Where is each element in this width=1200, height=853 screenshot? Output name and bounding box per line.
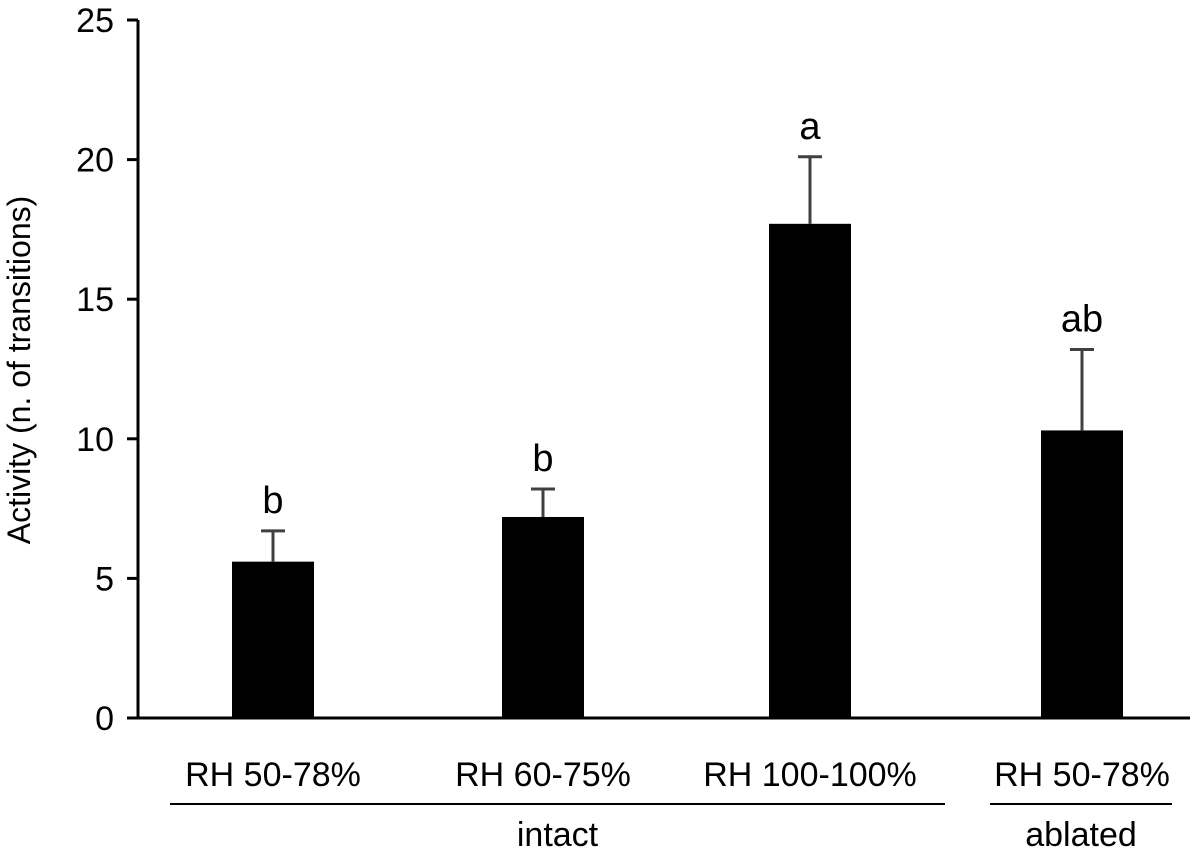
category-label: RH 100-100%: [703, 756, 917, 794]
category-label: RH 50-78%: [185, 756, 361, 794]
bar: [232, 561, 314, 718]
y-tick-label: 0: [95, 700, 114, 738]
significance-label: b: [532, 438, 553, 480]
y-tick-label: 25: [76, 2, 114, 40]
significance-label: b: [262, 480, 283, 522]
group-label: intact: [517, 816, 599, 853]
bar: [769, 223, 851, 719]
y-tick-label: 20: [76, 142, 114, 180]
bar: [502, 516, 584, 718]
y-axis: 0 5 10 15 20 25: [76, 2, 140, 738]
bars: b b a ab: [232, 106, 1123, 719]
significance-label: ab: [1061, 298, 1103, 340]
category-label: RH 50-78%: [994, 756, 1170, 794]
category-label: RH 60-75%: [455, 756, 631, 794]
group-label: ablated: [1025, 816, 1137, 853]
bar: [1041, 430, 1123, 718]
x-axis: RH 50-78% RH 60-75% RH 100-100% RH 50-78% in…: [138, 716, 1190, 853]
significance-label: a: [799, 106, 821, 148]
y-tick-label: 5: [95, 560, 114, 598]
y-tick-label: 10: [76, 421, 114, 459]
y-axis-title: Activity (n. of transitions): [1, 196, 37, 545]
y-tick-label: 15: [76, 281, 114, 319]
